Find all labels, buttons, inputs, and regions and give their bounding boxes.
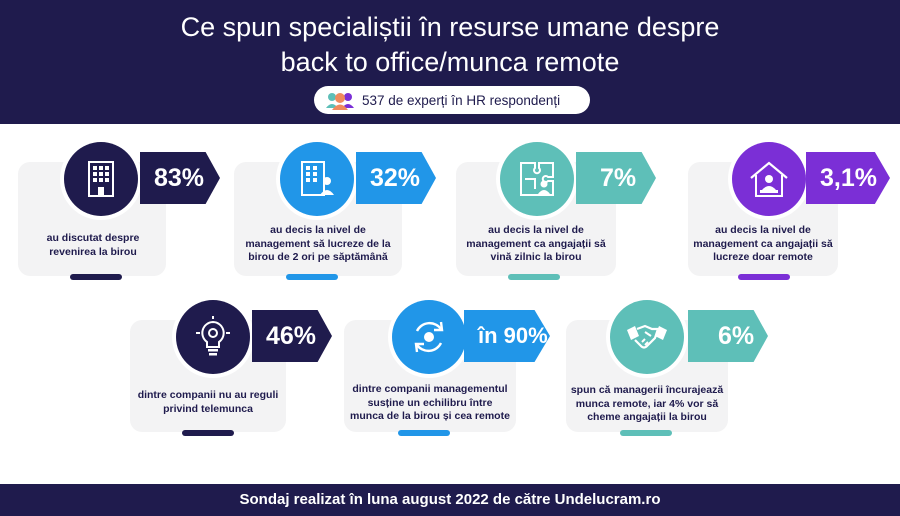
- desc-line: management să lucreze de la: [245, 237, 391, 250]
- respondents-text: 537 de experți în HR respondenți: [362, 92, 561, 108]
- home-worker-icon: [750, 161, 788, 197]
- accent-bar: [738, 274, 790, 280]
- desc-line: au decis la nivel de: [715, 224, 811, 236]
- page-title: Ce spun specialiștii în resurse umane de…: [0, 10, 900, 80]
- desc-line: birou de 2 ori pe săptămână: [248, 251, 388, 263]
- desc-line: revenirea la birou: [49, 245, 137, 258]
- stat-icon-circle: [500, 142, 574, 216]
- desc-line: privind telemunca: [163, 402, 253, 415]
- stat-value: 32%: [370, 163, 421, 192]
- people-group-icon: [326, 93, 354, 110]
- desc-line: munca remote, iar 4% vor să: [575, 397, 719, 410]
- balance-cycle-icon: [414, 321, 444, 353]
- accent-bar: [620, 430, 672, 436]
- title-line-1: Ce spun specialiștii în resurse umane de…: [180, 12, 720, 42]
- stat-value-arrow: 32%: [356, 152, 436, 204]
- office-building-person-icon: [301, 161, 334, 196]
- desc-line: spun că managerii încurajează: [570, 384, 724, 396]
- stat-description: dintre companii nu au reguli privind tel…: [134, 389, 282, 416]
- stat-description: au decis la nivel de management să lucre…: [236, 224, 400, 265]
- desc-line: munca de la birou și cea remote: [350, 410, 510, 422]
- stat-icon-circle: [176, 300, 250, 374]
- handshake-icon: [627, 324, 667, 349]
- desc-line: dintre companii managementul: [352, 383, 508, 395]
- accent-bar: [398, 430, 450, 436]
- accent-bar: [286, 274, 338, 280]
- lightbulb-gears-icon: [196, 316, 230, 356]
- stat-value: 3,1%: [820, 163, 877, 192]
- footer-text: Sondaj realizat în luna august 2022 de c…: [239, 491, 661, 508]
- footer-banner: Sondaj realizat în luna august 2022 de c…: [0, 484, 900, 516]
- stat-icon-circle: [610, 300, 684, 374]
- desc-line: au decis la nivel de: [488, 224, 584, 236]
- desc-line: management ca angajații să: [466, 237, 606, 250]
- desc-line: dintre companii nu au reguli: [137, 389, 279, 401]
- stat-description: spun că managerii încurajează munca remo…: [564, 384, 730, 425]
- title-line-2: back to office/munca remote: [280, 47, 620, 77]
- accent-bar: [70, 274, 122, 280]
- puzzle-person-icon: [520, 162, 554, 196]
- stat-value: 83%: [154, 163, 205, 192]
- stat-icon-circle: [732, 142, 806, 216]
- desc-line: lucreze doar remote: [713, 251, 813, 263]
- desc-line: cheme angajații la birou: [587, 411, 707, 423]
- header-banner: Ce spun specialiștii în resurse umane de…: [0, 0, 900, 124]
- stat-value-arrow: în 90%: [464, 310, 550, 362]
- desc-line: vină zilnic la birou: [490, 251, 582, 263]
- stat-description: au discutat despre revenirea la birou: [28, 232, 158, 259]
- stat-icon-circle: [392, 300, 466, 374]
- stat-description: au decis la nivel de management ca angaj…: [690, 224, 836, 265]
- stat-icon-circle: [280, 142, 354, 216]
- desc-line: susține un echilibru între: [367, 396, 493, 409]
- stat-value-arrow: 6%: [688, 310, 768, 362]
- stat-value: 7%: [600, 163, 637, 192]
- stat-value: 46%: [266, 321, 317, 350]
- stat-icon-circle: [64, 142, 138, 216]
- desc-line: au discutat despre: [46, 232, 140, 244]
- stat-value: în 90%: [478, 323, 548, 348]
- desc-line: management ca angajații să: [693, 237, 833, 250]
- stat-value-arrow: 7%: [576, 152, 656, 204]
- stat-value-arrow: 3,1%: [806, 152, 890, 204]
- stat-description: au decis la nivel de management ca angaj…: [458, 224, 614, 265]
- office-building-icon: [88, 161, 114, 197]
- stat-value-arrow: 46%: [252, 310, 332, 362]
- stat-value-arrow: 83%: [140, 152, 220, 204]
- stat-description: dintre companii managementul susține un …: [340, 383, 520, 424]
- accent-bar: [182, 430, 234, 436]
- respondents-badge: 537 de experți în HR respondenți: [314, 86, 590, 114]
- stat-value: 6%: [718, 321, 755, 350]
- desc-line: au decis la nivel de: [270, 224, 366, 236]
- accent-bar: [508, 274, 560, 280]
